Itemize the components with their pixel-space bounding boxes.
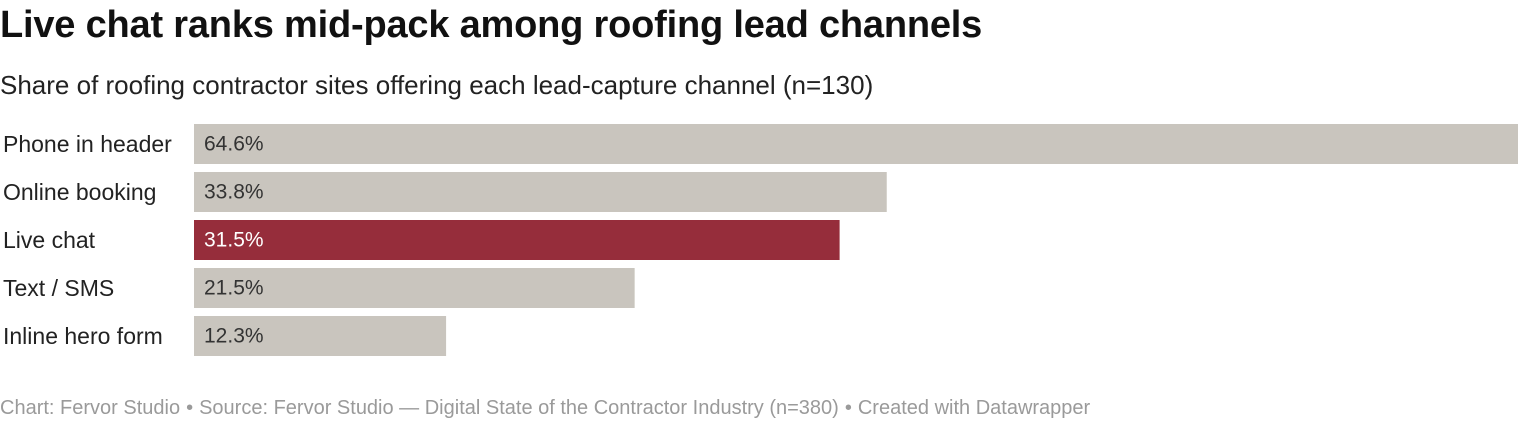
bar-row: Text / SMS 21.5%	[3, 268, 635, 308]
bar	[194, 316, 447, 356]
bar	[194, 172, 887, 212]
bar-highlighted	[194, 220, 840, 260]
footer-separator: •	[186, 397, 194, 419]
bar	[194, 268, 635, 308]
value-label: 33.8%	[204, 181, 264, 204]
value-label: 21.5%	[204, 277, 264, 300]
bar-row: Live chat 31.5%	[3, 220, 840, 260]
chart-title: Live chat ranks mid-pack among roofing l…	[0, 4, 983, 46]
value-label: 12.3%	[204, 325, 264, 348]
bar	[194, 124, 1518, 164]
chart-footer: Chart: Fervor Studio • Source: Fervor Stud…	[0, 397, 1090, 420]
category-label: Online booking	[3, 179, 156, 205]
datawrapper-credit: Created with Datawrapper	[857, 397, 1091, 419]
bar-row: Online booking 33.8%	[3, 172, 887, 212]
chart-subtitle: Share of roofing contractor sites offeri…	[0, 70, 874, 100]
bar-row: Inline hero form 12.3%	[3, 316, 447, 356]
category-label: Live chat	[3, 227, 96, 253]
source-note: Source: Fervor Studio — Digital State of…	[199, 397, 839, 419]
value-label: 31.5%	[204, 229, 264, 252]
bar-row: Phone in header 64.6%	[3, 124, 1518, 164]
footer-separator: •	[844, 397, 852, 419]
chart-credit: Chart: Fervor Studio	[0, 397, 181, 419]
category-label: Inline hero form	[3, 323, 163, 349]
bar-chart: Phone in header 64.6% Online booking 33.8% L…	[3, 124, 1518, 356]
value-label: 64.6%	[204, 133, 264, 156]
category-label: Phone in header	[3, 131, 172, 157]
category-label: Text / SMS	[3, 275, 114, 301]
